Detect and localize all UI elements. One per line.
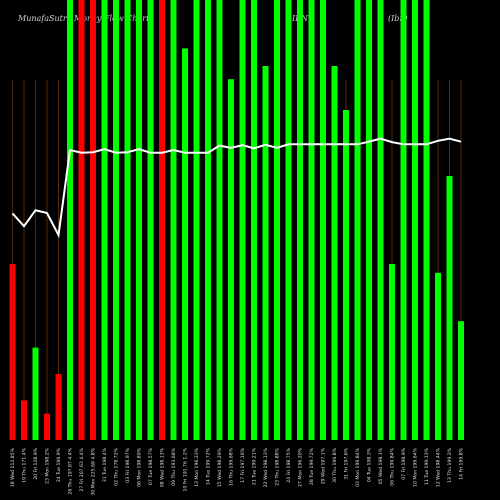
x-tick-label: 20 Fri 128.9% bbox=[33, 447, 39, 479]
x-tick-label: 21 Tue 199.21% bbox=[252, 447, 258, 485]
volume-bar bbox=[147, 0, 154, 440]
x-tick-label: 24 Tue 196.9% bbox=[56, 447, 62, 482]
volume-bar bbox=[297, 0, 303, 440]
volume-bar bbox=[366, 0, 372, 440]
x-tick-label: 23 Mon 198.2% bbox=[45, 447, 51, 484]
x-tick-label: 08 Wed 198.13% bbox=[160, 447, 166, 487]
x-tick-label: 19 Thu 171.4% bbox=[22, 447, 28, 483]
x-tick-label: 29 Wed 197.1% bbox=[321, 447, 327, 484]
x-tick-label: 04 Tue 198.3% bbox=[367, 447, 373, 482]
x-tick-label: 27 Fri 207.63 4.4% bbox=[79, 447, 85, 491]
x-tick-label: 10 Fri 191.76 1.2% bbox=[183, 447, 189, 491]
volume-bar bbox=[124, 0, 131, 440]
x-tick-label: 13 Thu 199.2% bbox=[447, 447, 453, 483]
volume-bar bbox=[262, 66, 269, 440]
volume-bar bbox=[9, 264, 16, 440]
x-tick-label: 03 Fri 198.97% bbox=[125, 447, 131, 482]
x-tick-label: 31 Tue 198.4% bbox=[102, 447, 108, 482]
x-tick-label: 09 Thu 193.68% bbox=[171, 447, 177, 485]
x-tick-label: 11 Tue 199.13% bbox=[424, 447, 430, 485]
volume-bar bbox=[239, 0, 246, 440]
x-tick-label: 17 Fri 197.16% bbox=[240, 447, 246, 482]
chart-company: (Ibn) bbox=[388, 14, 408, 23]
volume-bar bbox=[458, 321, 464, 440]
x-tick-label: 30 Thu 196.8% bbox=[332, 447, 338, 483]
volume-bar bbox=[423, 0, 430, 440]
x-tick-label: 07 Tue 198.57% bbox=[148, 447, 154, 485]
volume-bar bbox=[78, 0, 85, 440]
x-tick-label: 13 Mon 196.33% bbox=[194, 447, 200, 487]
x-tick-label: 26 Thu 197.87 4.4% bbox=[68, 447, 74, 494]
volume-bar bbox=[159, 0, 165, 440]
volume-bar bbox=[251, 0, 257, 440]
x-tick-label: 06 Mon 198.89% bbox=[137, 447, 143, 487]
x-tick-label: 27 Mon 196.20% bbox=[298, 447, 304, 487]
x-tick-label: 16 Thu 199.68% bbox=[229, 447, 235, 485]
volume-bar bbox=[170, 0, 177, 440]
volume-bar bbox=[320, 0, 326, 440]
chart-title: MunafaSutra Money Flow Charts bbox=[18, 14, 154, 23]
x-tick-label: 12 Wed 198.44% bbox=[436, 447, 442, 487]
x-tick-label: 05 Wed 198.1% bbox=[378, 447, 384, 484]
volume-bar bbox=[274, 0, 280, 440]
x-tick-label: 14 Fri 199.8% bbox=[459, 447, 465, 479]
x-tick-label: 18 Wed 112.85% bbox=[10, 447, 16, 487]
volume-bar bbox=[205, 0, 211, 440]
volume-bar bbox=[90, 0, 96, 440]
x-tick-label: 02 Thu 178.72% bbox=[114, 447, 120, 485]
volume-bar bbox=[331, 66, 338, 440]
volume-bar bbox=[354, 0, 361, 440]
x-tick-label: 03 Mon 199.84% bbox=[355, 447, 361, 487]
volume-bar bbox=[377, 0, 384, 440]
x-tick-label: 30 Mon 225.68 4.8% bbox=[91, 447, 97, 495]
volume-bars bbox=[9, 0, 464, 441]
volume-bar bbox=[193, 0, 200, 440]
volume-bar bbox=[44, 413, 50, 440]
x-tick-label: 07 Fri 198.9% bbox=[401, 447, 407, 479]
volume-bar bbox=[343, 110, 349, 440]
volume-bar bbox=[412, 0, 418, 440]
x-tick-label: 31 Fri 197.6% bbox=[344, 447, 350, 479]
x-tick-label: 23 Thu 198.88% bbox=[275, 447, 281, 485]
x-tick-label: 10 Mon 199.64% bbox=[413, 447, 419, 487]
volume-bar bbox=[67, 0, 73, 440]
x-axis-labels: 18 Wed 112.85% 19 Thu 171.4% 20 Fri 128.9%… bbox=[10, 447, 465, 495]
volume-bar bbox=[55, 374, 62, 440]
volume-bar bbox=[113, 0, 119, 440]
volume-bar bbox=[182, 48, 188, 441]
x-tick-label: 28 Tue 199.72% bbox=[309, 447, 315, 485]
volume-bar bbox=[136, 0, 142, 440]
x-tick-label: 22 Wed 198.13% bbox=[263, 447, 269, 487]
volume-bar bbox=[32, 347, 39, 440]
volume-bar bbox=[101, 0, 108, 440]
x-tick-label: 15 Wed 198.29% bbox=[217, 447, 223, 487]
x-tick-label: 14 Tue 199.72% bbox=[206, 447, 212, 485]
volume-bar bbox=[285, 0, 292, 440]
volume-bar bbox=[216, 0, 223, 440]
volume-bar bbox=[308, 0, 315, 440]
x-tick-label: 06 Thu 199.84% bbox=[390, 447, 396, 485]
volume-bar bbox=[400, 0, 407, 440]
volume-bar bbox=[21, 400, 27, 440]
volume-bar bbox=[389, 264, 395, 440]
x-tick-label: 24 Fri 198.75% bbox=[286, 447, 292, 482]
money-flow-line bbox=[11, 137, 462, 239]
volume-bar bbox=[446, 176, 453, 440]
volume-bar bbox=[228, 79, 234, 440]
volume-bar bbox=[435, 272, 441, 440]
